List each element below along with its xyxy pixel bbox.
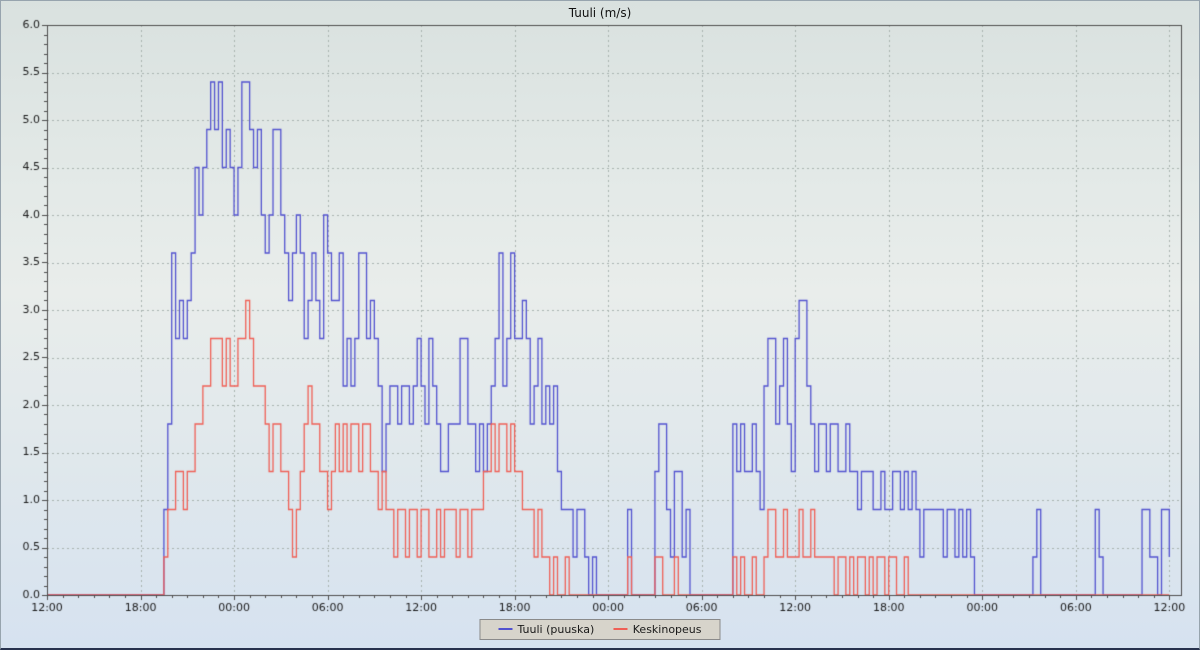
legend-swatch-gust-icon <box>498 628 513 630</box>
legend-item-gust: Tuuli (puuska) <box>498 623 594 636</box>
legend-item-mean: Keskinopeus <box>613 623 702 636</box>
legend-swatch-mean-icon <box>613 628 628 630</box>
chart-legend: Tuuli (puuska) Keskinopeus <box>479 619 721 640</box>
legend-label-gust: Tuuli (puuska) <box>517 623 595 636</box>
legend-label-mean: Keskinopeus <box>632 623 702 636</box>
chart-title: Tuuli (m/s) <box>568 6 632 20</box>
